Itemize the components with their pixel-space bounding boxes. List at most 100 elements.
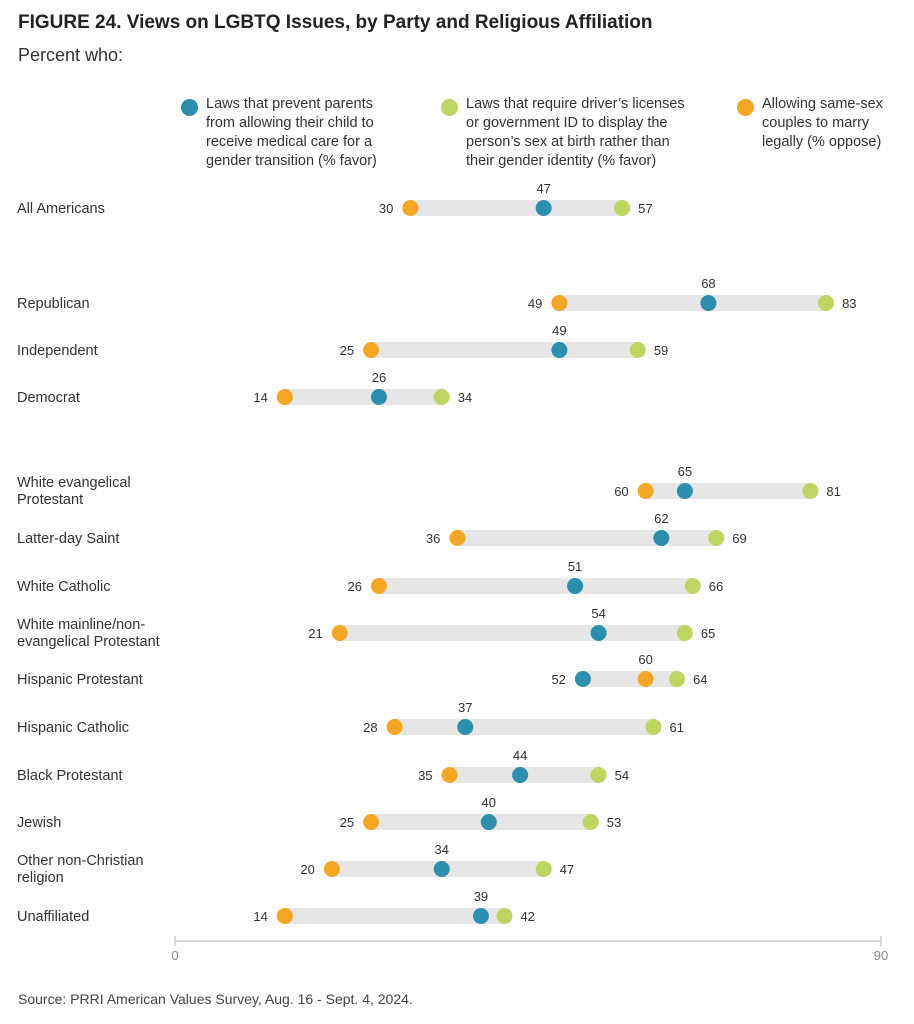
value-label-medical: 65: [678, 464, 692, 479]
category-label: Black Protestant: [17, 768, 123, 784]
dot-marriage: [551, 295, 568, 311]
category-label: All Americans: [17, 201, 105, 217]
range-bar: [559, 295, 827, 311]
category-label-line: Democrat: [17, 390, 80, 406]
value-label-medical: 39: [474, 889, 488, 904]
legend-label-id-line: Laws that require driver’s licenses: [466, 96, 685, 112]
range-bar: [457, 530, 717, 546]
dot-medical: [433, 861, 450, 877]
category-label: Other non-Christian religion: [17, 853, 144, 886]
legend-label-medical-line: receive medical care for a: [206, 134, 373, 150]
range-bar: [284, 908, 505, 924]
category-label: Hispanic Catholic: [17, 720, 129, 736]
category-label-line: White mainline/non-: [17, 617, 145, 633]
category-label-line: All Americans: [17, 201, 105, 217]
value-label-marriage: 21: [308, 626, 322, 641]
value-label-marriage: 35: [418, 768, 432, 783]
category-label-line: Protestant: [17, 492, 83, 508]
value-label-marriage: 25: [340, 343, 354, 358]
range-bar: [645, 483, 811, 499]
dot-marriage: [331, 625, 348, 641]
value-label-id: 53: [607, 815, 621, 830]
x-tick-label: 90: [874, 948, 888, 963]
value-label-medical: 34: [434, 842, 448, 857]
legend-label-medical-line: gender transition (% favor): [206, 153, 377, 169]
value-label-id: 61: [670, 720, 684, 735]
dot-marriage: [370, 578, 387, 594]
source-note: Source: PRRI American Values Survey, Aug…: [18, 991, 413, 1007]
dot-id: [433, 389, 450, 405]
dot-marriage: [323, 861, 340, 877]
value-label-medical: 40: [482, 795, 496, 810]
dot-medical: [370, 389, 387, 405]
category-label-line: Black Protestant: [17, 768, 123, 784]
legend-item-id: Laws that require driver’s licenses or go…: [466, 95, 685, 171]
range-bar: [394, 719, 654, 735]
range-bar: [410, 200, 623, 216]
range-bar: [378, 578, 693, 594]
dot-marriage: [441, 767, 458, 783]
dot-marriage: [637, 483, 654, 499]
value-label-marriage: 14: [253, 390, 267, 405]
dot-marriage: [449, 530, 466, 546]
category-label: White mainline/non-evangelical Protestan…: [17, 617, 160, 650]
dot-id: [496, 908, 513, 924]
category-label-line: evangelical Protestant: [17, 634, 160, 650]
value-label-medical: 68: [701, 276, 715, 291]
dot-id: [708, 530, 725, 546]
chart-subtitle: Percent who:: [18, 45, 124, 65]
value-label-id: 65: [701, 626, 715, 641]
dot-id: [818, 295, 835, 311]
legend-dot-id: [441, 99, 458, 116]
value-label-marriage: 14: [253, 909, 267, 924]
dot-id: [629, 342, 646, 358]
category-label: Jewish: [17, 815, 61, 831]
legend-label-id-line: person’s sex at birth rather than: [466, 134, 670, 150]
dot-id: [582, 814, 599, 830]
dot-marriage: [637, 671, 654, 687]
value-label-medical: 44: [513, 748, 527, 763]
value-label-id: 69: [732, 531, 746, 546]
category-label: White Catholic: [17, 579, 110, 595]
legend-label-medical-line: Laws that prevent parents: [206, 96, 373, 112]
dot-marriage: [402, 200, 419, 216]
value-label-medical: 62: [654, 511, 668, 526]
dot-id: [535, 861, 552, 877]
value-label-id: 57: [638, 201, 652, 216]
value-label-medical: 52: [551, 672, 565, 687]
value-label-id: 59: [654, 343, 668, 358]
dot-marriage: [363, 814, 380, 830]
legend-item-marriage: Allowing same-sex couples to marry legally…: [762, 95, 883, 152]
dot-medical: [653, 530, 670, 546]
dot-id: [684, 578, 701, 594]
dot-id: [590, 767, 607, 783]
category-label: Hispanic Protestant: [17, 672, 143, 688]
legend-label-id-line: their gender identity (% favor): [466, 153, 657, 169]
category-label-line: Hispanic Protestant: [17, 672, 143, 688]
category-label-line: Unaffiliated: [17, 909, 89, 925]
legend-label-marriage-line: couples to marry: [762, 115, 870, 131]
range-bar: [371, 342, 638, 358]
value-label-medical: 49: [552, 323, 566, 338]
legend-dot-marriage: [737, 99, 754, 116]
legend-label-marriage-line: legally (% oppose): [762, 134, 882, 150]
dot-medical: [535, 200, 552, 216]
category-label-line: Other non-Christian: [17, 853, 144, 869]
value-label-id: 81: [826, 484, 840, 499]
value-label-id: 83: [842, 296, 856, 311]
category-label-line: Independent: [17, 343, 98, 359]
category-label-line: White evangelical: [17, 475, 131, 491]
dot-medical: [676, 483, 693, 499]
legend-label-marriage-line: Allowing same-sex: [762, 96, 883, 112]
dot-id: [669, 671, 686, 687]
dot-medical: [590, 625, 607, 641]
category-label: Democrat: [17, 390, 80, 406]
value-label-marriage: 30: [379, 201, 393, 216]
category-label: White evangelical Protestant: [17, 475, 131, 508]
value-label-id: 66: [709, 579, 723, 594]
dot-id: [676, 625, 693, 641]
value-label-marriage: 26: [347, 579, 361, 594]
legend-label-id-line: or government ID to display the: [466, 115, 668, 131]
value-label-medical: 51: [568, 559, 582, 574]
